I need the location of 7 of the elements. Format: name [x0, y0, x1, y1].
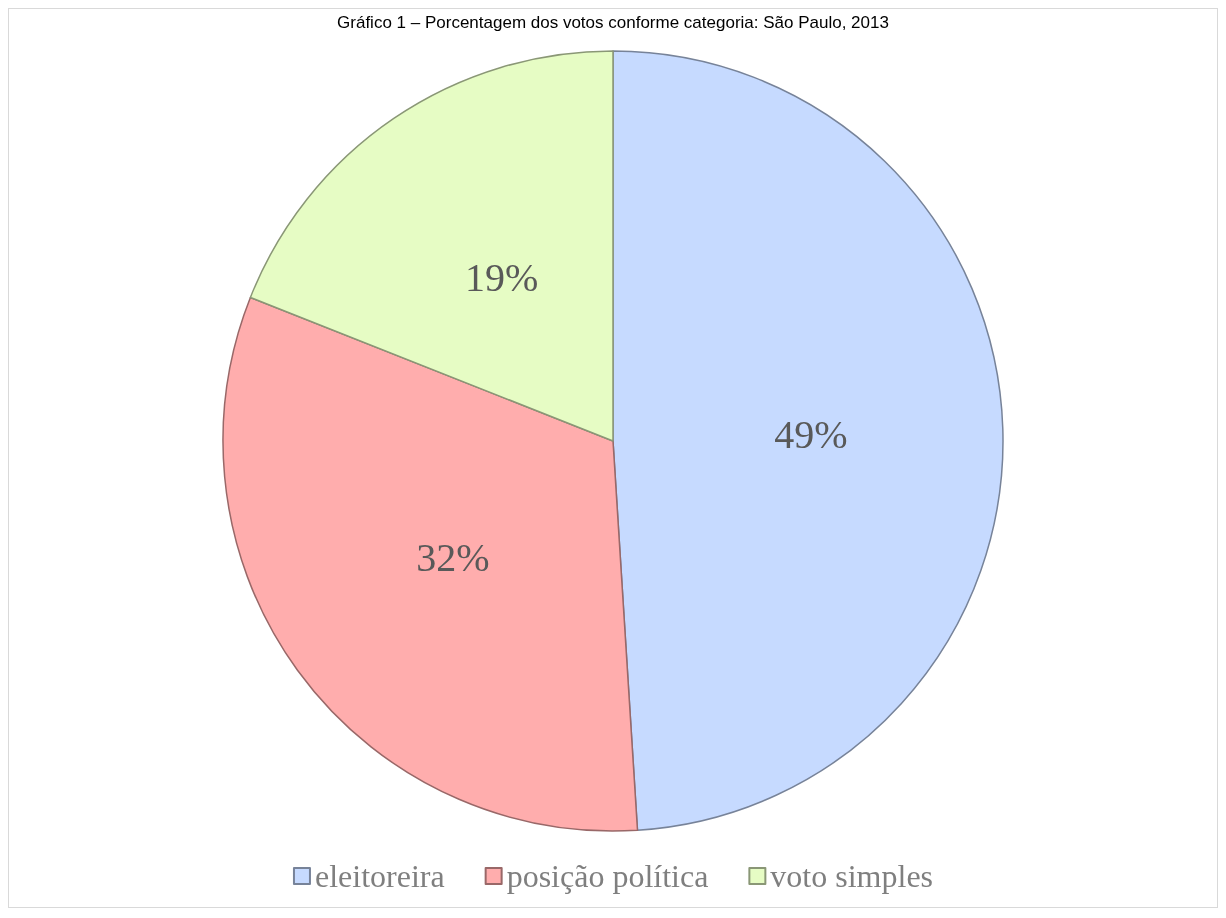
data-label: 49% [774, 412, 848, 458]
legend-label: posição política [506, 858, 709, 894]
data-label: 19% [465, 254, 539, 300]
legend-label: eleitoreira [314, 858, 445, 894]
chart-title: Gráfico 1 – Porcentagem dos votos conforme categoria: São Paulo, 2013 [337, 13, 889, 32]
legend-label: voto simples [770, 858, 934, 894]
data-label: 32% [416, 534, 490, 580]
